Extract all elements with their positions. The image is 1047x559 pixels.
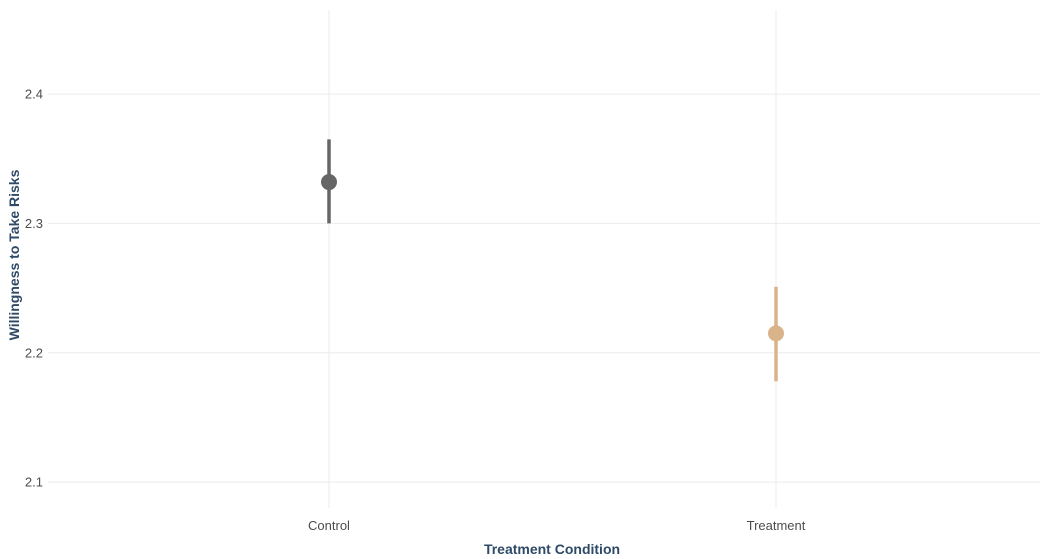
x-tick-label: Control — [308, 518, 350, 533]
mean-point-control — [321, 174, 337, 191]
y-tick-label: 2.2 — [25, 345, 43, 360]
x-axis-title: Treatment Condition — [484, 541, 620, 557]
y-tick-label: 2.3 — [25, 216, 43, 231]
x-tick-labels: Control Treatment — [308, 518, 806, 533]
x-tick-label: Treatment — [747, 518, 806, 533]
y-axis-title: Willingness to Take Risks — [6, 169, 22, 340]
mean-point-treatment — [768, 325, 784, 342]
y-tick-label: 2.1 — [25, 475, 43, 490]
y-tick-label: 2.4 — [25, 87, 43, 102]
y-tick-labels: 2.1 2.2 2.3 2.4 — [25, 87, 43, 490]
x-gridlines — [328, 10, 777, 508]
data-marks — [321, 139, 784, 382]
y-gridlines — [48, 93, 1040, 483]
